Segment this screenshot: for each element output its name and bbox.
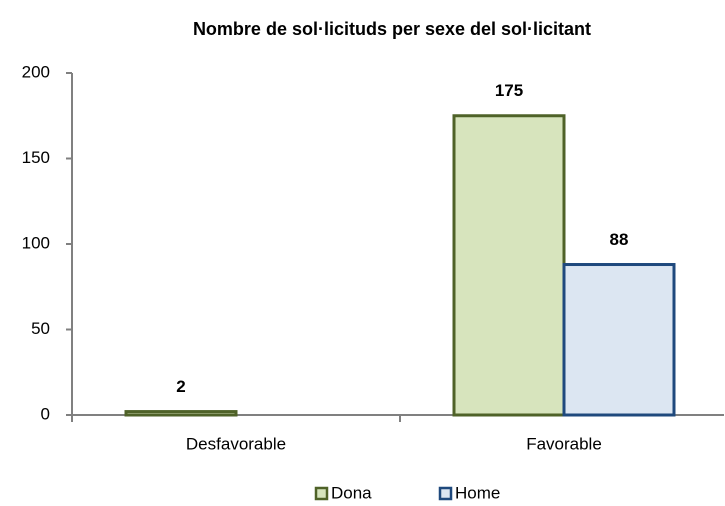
chart-title: Nombre de sol·licituds per sexe del sol·… <box>193 19 591 39</box>
y-tick-label: 200 <box>22 62 50 81</box>
x-tick-label: Desfavorable <box>186 434 286 453</box>
bar <box>562 263 676 417</box>
legend-swatch <box>314 486 329 501</box>
data-label: 2 <box>176 377 185 396</box>
y-tick-label: 150 <box>22 148 50 167</box>
y-tick-label: 0 <box>41 404 50 423</box>
legend-label: Home <box>455 483 500 502</box>
data-label: 88 <box>610 230 629 249</box>
y-tick-label: 50 <box>31 319 50 338</box>
legend-label: Dona <box>331 483 372 502</box>
y-tick-label: 100 <box>22 233 50 252</box>
data-label: 175 <box>495 81 523 100</box>
legend-swatch <box>438 486 453 501</box>
bar <box>124 410 238 417</box>
x-tick-label: Favorable <box>526 434 602 453</box>
bar <box>452 114 566 417</box>
